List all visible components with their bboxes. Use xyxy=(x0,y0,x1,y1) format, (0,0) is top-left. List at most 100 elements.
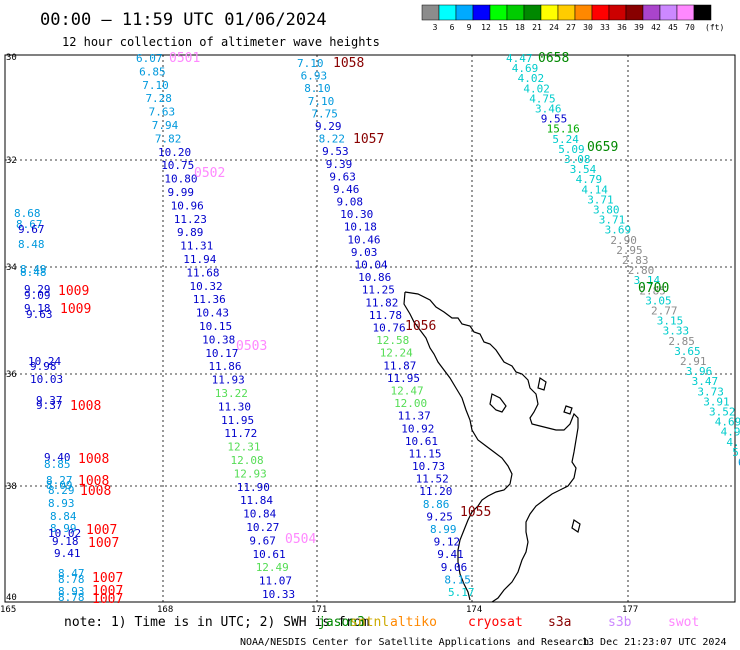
wave-height-label: 5.?? xyxy=(732,446,740,459)
wave-height-label: 10.86 xyxy=(358,271,391,284)
pass-time-label: 1008 xyxy=(70,399,101,414)
lon-tick-label: 174 xyxy=(466,605,482,615)
lon-axis: 165 168 171 174 177 xyxy=(0,605,638,615)
legend-swatch xyxy=(455,4,474,21)
pass-time-label: 1009 xyxy=(58,284,89,299)
pass-time-label: 0659 xyxy=(587,140,618,155)
lat-tick-label: 38 xyxy=(6,482,17,492)
legend-tick-label: 39 xyxy=(634,23,644,32)
wave-height-label: 9.25 xyxy=(426,510,453,523)
legend-tick-label: 24 xyxy=(549,23,559,32)
wave-height-label: 9.89 xyxy=(177,226,204,239)
wave-height-label: 8.78 xyxy=(58,591,85,604)
wave-height-label: 4.79 xyxy=(576,173,603,186)
wave-height-label: 10.20 xyxy=(158,146,191,159)
wave-height-label: 10.92 xyxy=(401,422,434,435)
wave-height-label: 9.63 xyxy=(329,170,356,183)
wave-height-label: 11.93 xyxy=(212,374,245,387)
wave-height-label: 2.90 xyxy=(610,234,637,247)
legend-swatch xyxy=(438,4,457,21)
satellite-name-label: s3b xyxy=(608,615,632,630)
wave-height-label: 11.20 xyxy=(419,485,452,498)
wave-height-label: 10.75 xyxy=(161,159,194,172)
wave-height-label: 3.65 xyxy=(674,345,701,358)
wave-height-label: 4.47 xyxy=(506,52,533,65)
wave-height-label: 6.85 xyxy=(139,65,166,78)
lon-tick-label: 177 xyxy=(622,605,638,615)
coastline-north-island xyxy=(403,291,581,603)
wave-height-label: 2.77 xyxy=(651,305,678,318)
wave-height-label: 4.14 xyxy=(581,183,608,196)
pass-time-label: 1055 xyxy=(460,505,491,520)
pass-time-label: 1056 xyxy=(405,319,436,334)
wave-height-label: 12.93 xyxy=(234,467,267,480)
lon-tick-label: 165 xyxy=(0,605,16,615)
wave-height-label: 9.53 xyxy=(322,145,349,158)
wave-height-label: 3.91 xyxy=(703,395,730,408)
satellite-name-label: s3a xyxy=(548,615,571,630)
legend-tick-label: 6 xyxy=(450,23,455,32)
wave-height-label: 3.73 xyxy=(697,385,724,398)
wave-height-label: 9.37 xyxy=(36,394,63,407)
wave-height-label: 11.84 xyxy=(240,494,273,507)
wave-height-label: 4.02 xyxy=(523,82,550,95)
wave-height-label: 3.71 xyxy=(599,214,626,227)
wave-height-label: 6.07 xyxy=(136,52,163,65)
wave-height-label: 12.08 xyxy=(231,454,264,467)
wave-height-label: 11.78 xyxy=(369,309,402,322)
wave-height-label: 10.96 xyxy=(171,199,204,212)
wave-height-label: 8.93 xyxy=(48,497,75,510)
lat-tick-label: 34 xyxy=(6,263,17,273)
lat-tick-label: 32 xyxy=(6,156,17,166)
pass-time-label: 0700 xyxy=(638,281,669,296)
wave-height-label: 10.17 xyxy=(205,347,238,360)
wave-height-label: 9.12 xyxy=(434,536,461,549)
wave-height-label: 10.84 xyxy=(243,508,276,521)
lon-tick-label: 171 xyxy=(311,605,327,615)
wave-height-label: 9.46 xyxy=(333,183,360,196)
wave-height-label: 10.61 xyxy=(405,435,438,448)
wave-height-label: 11.90 xyxy=(237,481,270,494)
wave-height-label: 9.09 xyxy=(24,289,51,302)
wave-height-label: 9.06 xyxy=(441,561,468,574)
wave-height-label: 10.30 xyxy=(340,208,373,221)
wave-height-label: 10.18 xyxy=(344,221,377,234)
wave-height-label: 3.54 xyxy=(570,163,597,176)
legend-tick-label: 42 xyxy=(651,23,661,32)
legend-tick-label: 3 xyxy=(433,23,438,32)
wave-height-label: 4.75 xyxy=(529,92,556,105)
wave-height-label: 12.47 xyxy=(390,384,423,397)
wave-height-label: 2.80 xyxy=(628,264,655,277)
wave-height-label: 3.80 xyxy=(593,204,620,217)
wave-height-label: 4.96 xyxy=(726,436,740,449)
lat-axis: 30 32 34 36 38 40 xyxy=(6,53,17,603)
wave-height-label: 11.25 xyxy=(362,284,395,297)
wave-height-label: 4.02 xyxy=(518,72,545,85)
wave-height-label: 7.82 xyxy=(155,132,182,145)
legend-tick-label: 30 xyxy=(583,23,593,32)
wave-height-label: 4.97 xyxy=(721,426,740,439)
wave-height-label: 11.07 xyxy=(259,575,292,588)
wave-height-label: 10.32 xyxy=(190,280,223,293)
pass-time-label: 1058 xyxy=(333,56,364,71)
footer-note: note: 1) Time is in UTC; 2) SWH is from xyxy=(64,615,369,630)
wave-height-label: 4.69 xyxy=(512,62,539,75)
timestamp-text: 13 Dec 21:23:07 UTC 2024 xyxy=(582,637,727,648)
legend-tick-label: 12 xyxy=(481,23,491,32)
wave-height-label: 8.49 xyxy=(20,263,47,276)
wave-height-label: 11.68 xyxy=(186,266,219,279)
wave-height-label: 11.15 xyxy=(408,447,441,460)
legend-swatch xyxy=(489,4,508,21)
wave-height-label: 8.48 xyxy=(20,266,47,279)
legend-swatch xyxy=(523,4,542,21)
wave-height-label: 10.33 xyxy=(262,588,295,601)
wave-height-label: 8.15 xyxy=(444,573,471,586)
wave-height-label: 8.47 xyxy=(58,567,85,580)
legend-tick-label: 15 xyxy=(498,23,508,32)
wave-height-label: 3.46 xyxy=(535,103,562,116)
wave-height-label: 8.93 xyxy=(58,585,85,598)
legend-swatch xyxy=(421,4,440,21)
wave-height-label: 3.52 xyxy=(709,406,736,419)
wave-height-label: 9.67 xyxy=(249,534,276,547)
